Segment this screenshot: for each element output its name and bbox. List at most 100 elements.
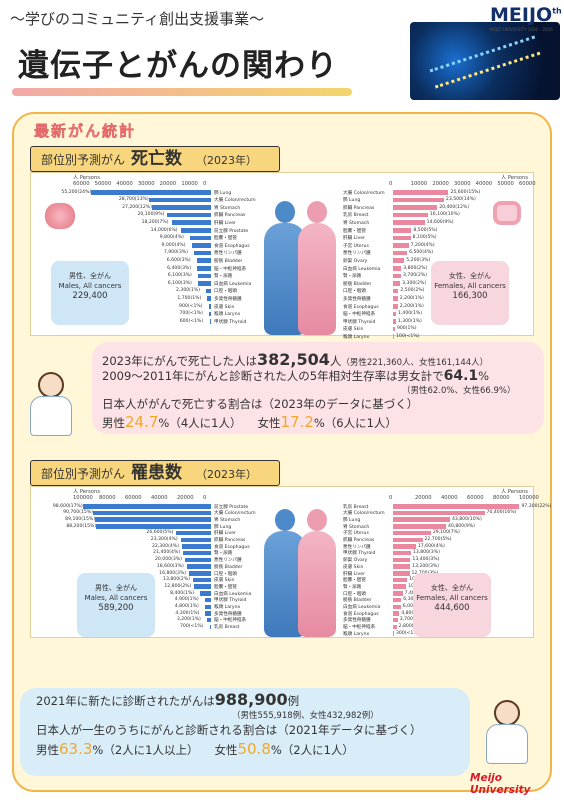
incidence-line4: 男性63.3%（2人に1人以上） 女性50.8%（2人に1人） [36, 740, 354, 758]
mortality-female-value: 1,300(1%) [397, 318, 422, 324]
mortality-male-value: 2,300(1%) [176, 288, 201, 294]
incidence-female-tick: 0 [389, 495, 393, 501]
incidence-female-tick: 20000 [415, 495, 432, 501]
mortality-heading-c: （2023年） [196, 154, 258, 167]
mortality-male-bar [191, 243, 211, 248]
incidence-male-site: 喉頭 Larynx [214, 605, 241, 610]
mortality-female-site: 卵巣 Ovary [343, 258, 368, 264]
incidence-female-site: 乳房 Breast [343, 504, 369, 510]
incidence-male-total: 男性、全がん Males, All cancers 589,200 [77, 573, 155, 637]
male-figure-head [275, 201, 295, 223]
incidence-female-tick: 40000 [441, 495, 458, 501]
mortality-male-site: 膵臓 Pancreas [214, 213, 246, 219]
mortality-female-bar [393, 250, 408, 256]
incidence-female-value: 70,400(16%) [486, 510, 517, 516]
mortality-female-site: 甲状腺 Thyroid [343, 319, 376, 325]
mortality-male-site: 膀胱 Bladder [214, 258, 243, 264]
mortality-male-tick: 30000 [138, 181, 155, 187]
mortality-female-site: 膀胱 Bladder [343, 281, 372, 287]
mortality-female-site: 膵臓 Pancreas [343, 205, 375, 211]
incidence-female-bar [393, 550, 411, 556]
incidence-male-bar [185, 557, 211, 563]
mortality-female-site: 食道 Esophagus [343, 304, 379, 310]
mortality-female-site: 喉頭 Larynx [343, 334, 370, 340]
mortality-female-tick: 20000 [432, 181, 449, 187]
incidence-chart-panel: 人 Persons 人 Persons 100000 80000 60000 4000… [30, 486, 551, 638]
incidence-female-site: 卵巣 Ovary [343, 558, 368, 564]
incidence-female-site: 子宮 Uterus [343, 531, 369, 537]
mortality-female-bar [393, 228, 412, 233]
mortality-female-total-value: 166,300 [452, 291, 488, 301]
incidence-female-value: 97,300(22%) [521, 503, 552, 509]
male-figure-head-2 [275, 509, 295, 531]
incidence-female-site: 脳・中枢神経系 [343, 625, 376, 631]
survival-rate: 64.1 [443, 368, 479, 384]
mortality-male-site: 大腸 Colon/rectum [214, 198, 256, 204]
mortality-female-tick: 60000 [519, 181, 536, 187]
incidence-male-value: 8,400(1%) [170, 590, 195, 596]
mortality-male-bar [152, 205, 211, 210]
mortality-female-value: 14,600(9%) [426, 219, 454, 225]
incidence-male-bar [205, 611, 211, 616]
mortality-male-bar [209, 319, 211, 324]
mortality-male-bar [207, 296, 211, 301]
incidence-male-value: 90,700(15%) [63, 510, 93, 516]
incidence-axis-unit-male: 人 Persons [73, 489, 100, 495]
mortality-female-total-label1: 女性、全がん [449, 272, 491, 280]
incidence-male-bar [95, 517, 211, 522]
doctor-head [38, 372, 64, 398]
incidence-male-value: 23,300(4%) [150, 537, 178, 542]
mortality-female-bar [393, 190, 449, 195]
mortality-female-bar [393, 235, 411, 241]
incidence-male-value: 88,200(15%) [66, 523, 97, 529]
mortality-line2-unit: % [478, 369, 490, 383]
incidence-female-tick: 80000 [493, 495, 510, 501]
incidence-male-value: 4,800(1%) [174, 604, 199, 609]
incidence-female-bar [393, 504, 520, 509]
incidence-female-site: 悪性リンパ腫 [343, 544, 371, 550]
incidence-female-site: 肺 Lung [343, 517, 361, 523]
mortality-female-bar [393, 197, 444, 203]
mortality-male-tick: 50000 [94, 181, 112, 187]
incidence-female-site: 胆嚢・胆管 [343, 578, 366, 584]
mortality-axis-unit-female: 人 Persons [501, 175, 528, 181]
incidence-female-bar [393, 517, 450, 522]
mortality-line1-unit: 人 [329, 354, 342, 368]
mortality-male-tick: 0 [203, 181, 207, 187]
mortality-female-value: 7,200(4%) [410, 242, 435, 248]
incidence-female-site: 皮膚 Skin [343, 564, 364, 570]
incidence-male-bar [176, 530, 211, 536]
title-underline [12, 88, 352, 96]
mortality-male-site: 食道 Esophagus [214, 243, 250, 249]
incidence-male-tick: 80000 [99, 495, 116, 501]
incidence-female-bar [393, 510, 485, 516]
incidence-male-site: 脳・中枢神経系 [214, 618, 247, 624]
mortality-female-site: 胆嚢・胆管 [343, 228, 366, 234]
incidence-male-bar [93, 510, 211, 516]
mortality-female-site: 肺 Lung [343, 198, 361, 204]
mortality-male-value: 700(<1%) [179, 311, 203, 317]
mortality-male-bar [171, 220, 211, 225]
incidence-male-bar [183, 550, 211, 556]
incidence-line1: 2021年に新たに診断されたがんは988,900例 [36, 690, 299, 709]
incidence-male-value: 98,600(17%) [52, 503, 83, 509]
mortality-female-value: 2,200(1%) [399, 303, 424, 309]
male-lifetime-rate: 63.3 [59, 740, 93, 758]
mortality-male-bar [209, 304, 211, 309]
mortality-female-value: 900(1%) [396, 326, 417, 332]
mortality-male-site: 口腔・咽頭 [214, 289, 237, 295]
incidence-female-site: 胃 Stomach [343, 524, 370, 530]
incidence-line3: 日本人が一生のうちにがんと診断される割合は（2021年データに基づく） [36, 723, 422, 737]
incidence-male-site: 乳房 Breast [214, 625, 240, 631]
mortality-male-value: 6,100(3%) [167, 273, 192, 279]
incidence-female-site: 白血病 Leukemia [343, 605, 381, 610]
mortality-summary-box [92, 342, 544, 434]
incidence-total: 988,900 [214, 690, 288, 709]
incidence-female-tick: 100000 [519, 495, 539, 501]
incidence-female-tick: 60000 [467, 495, 484, 501]
mortality-male-site: 胆嚢・胆管 [214, 236, 237, 242]
mortality-female-value: 16,100(10%) [429, 212, 460, 218]
incidence-male-site: 食道 Esophagus [214, 544, 250, 550]
incidence-heading: 部位別予測がん 罹患数 （2023年） [30, 460, 280, 486]
page-header: 〜学びのコミュニティ創出支援事業〜 遺伝子とがんの関わり MEIJOth MEI… [0, 0, 564, 118]
